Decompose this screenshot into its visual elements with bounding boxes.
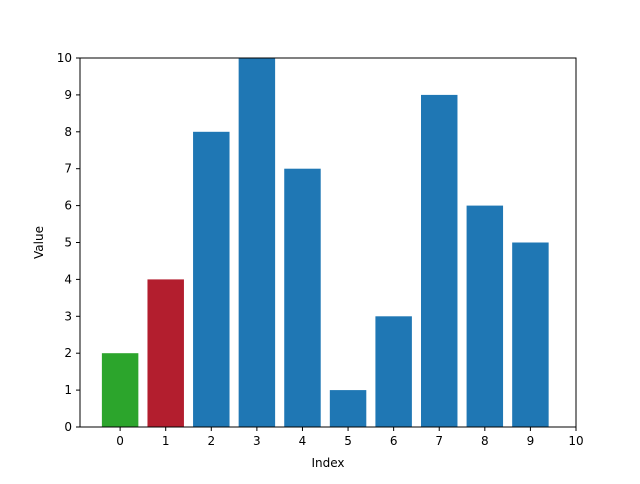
y-tick-label: 2 <box>64 346 72 360</box>
bar-8 <box>466 205 504 427</box>
x-tick-label: 8 <box>481 434 489 448</box>
y-tick-label: 0 <box>64 420 72 434</box>
bars-layer <box>101 58 549 428</box>
x-tick-label: 1 <box>162 434 170 448</box>
y-axis-ticks: 0 1 2 3 4 5 6 7 8 9 10 <box>57 51 80 434</box>
bar-0 <box>101 353 139 427</box>
bar-5 <box>329 390 367 427</box>
y-tick-label: 10 <box>57 51 72 65</box>
bar-1 <box>147 279 184 427</box>
x-tick-label: 6 <box>390 434 398 448</box>
bar-3 <box>238 58 276 427</box>
x-tick-label: 5 <box>344 434 352 448</box>
y-tick-label: 6 <box>64 199 72 213</box>
x-axis-ticks: 0 1 2 3 4 5 6 7 8 9 10 <box>116 427 584 448</box>
x-tick-label: 0 <box>116 434 124 448</box>
y-tick-label: 3 <box>64 309 72 323</box>
x-tick-label: 7 <box>435 434 443 448</box>
y-tick-label: 1 <box>64 383 72 397</box>
x-tick-label: 3 <box>253 434 261 448</box>
y-tick-label: 4 <box>64 272 72 286</box>
x-tick-label: 2 <box>207 434 215 448</box>
plot-frame <box>79 57 577 428</box>
y-tick-label: 7 <box>64 162 72 176</box>
x-axis-label: Index <box>311 456 344 470</box>
bar-6 <box>375 316 412 427</box>
y-tick-label: 9 <box>64 88 72 102</box>
x-tick-label: 9 <box>527 434 535 448</box>
y-tick-label: 8 <box>64 125 72 139</box>
bar-2 <box>193 131 230 428</box>
bar-7 <box>421 94 458 428</box>
bar-4 <box>284 168 321 427</box>
x-tick-label: 10 <box>568 434 583 448</box>
y-tick-label: 5 <box>64 236 72 250</box>
bar-9 <box>512 242 549 427</box>
y-axis-label: Value <box>32 226 46 259</box>
x-tick-label: 4 <box>299 434 307 448</box>
